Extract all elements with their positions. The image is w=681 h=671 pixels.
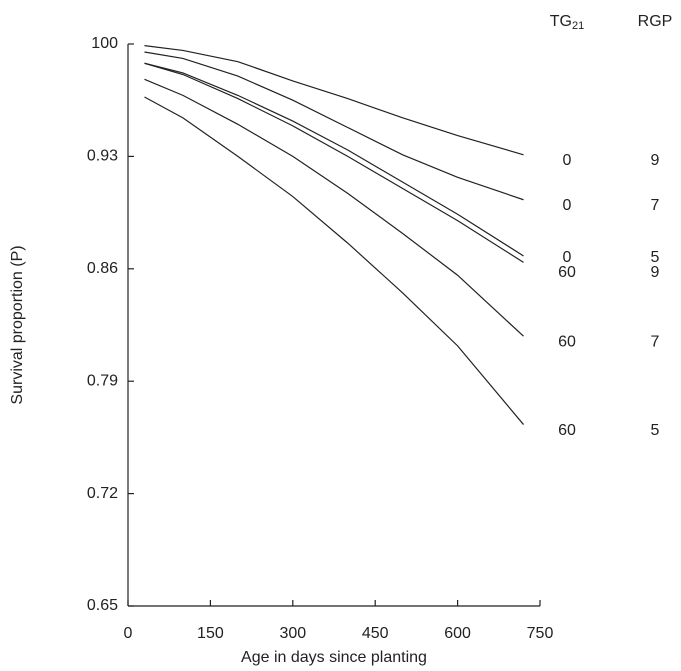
- survival-curve: [144, 62, 524, 263]
- rgp-label: 5: [651, 249, 660, 266]
- tg21-header-sub: 21: [572, 20, 584, 32]
- y-axis-label: Survival proportion (P): [9, 245, 26, 404]
- x-tick-label: 450: [362, 625, 389, 642]
- y-tick-label: 0.79: [87, 372, 118, 389]
- tg21-label: 0: [563, 249, 572, 266]
- y-tick-label: 0.72: [87, 485, 118, 502]
- y-tick-label: 0.65: [87, 597, 118, 614]
- rgp-label: 7: [651, 197, 660, 214]
- survival-curve: [144, 45, 524, 156]
- x-tick-label: 300: [279, 625, 306, 642]
- x-tick-label: 750: [527, 625, 554, 642]
- survival-curve: [144, 51, 524, 201]
- x-tick-label: 0: [124, 625, 133, 642]
- survival-curve: [144, 96, 524, 425]
- rgp-header: RGP: [638, 13, 673, 30]
- x-tick-label: 150: [197, 625, 224, 642]
- survival-curve: [144, 78, 524, 337]
- x-tick-label: 600: [444, 625, 471, 642]
- tg21-label: 60: [558, 422, 576, 439]
- y-tick-label: 100: [91, 35, 118, 52]
- tg21-label: 60: [558, 333, 576, 350]
- rgp-label: 9: [651, 264, 660, 281]
- tg21-label: 0: [563, 152, 572, 169]
- y-tick-label: 0.93: [87, 148, 118, 165]
- x-axis-label: Age in days since planting: [241, 649, 427, 666]
- survival-curve: [144, 62, 524, 257]
- tg21-label: 0: [563, 197, 572, 214]
- rgp-label: 5: [651, 422, 660, 439]
- y-tick-label: 0.86: [87, 260, 118, 277]
- tg21-header-main: TG: [550, 13, 572, 30]
- rgp-label: 9: [651, 152, 660, 169]
- tg21-label: 60: [558, 264, 576, 281]
- rgp-label: 7: [651, 333, 660, 350]
- tg21-header: TG21: [550, 13, 584, 32]
